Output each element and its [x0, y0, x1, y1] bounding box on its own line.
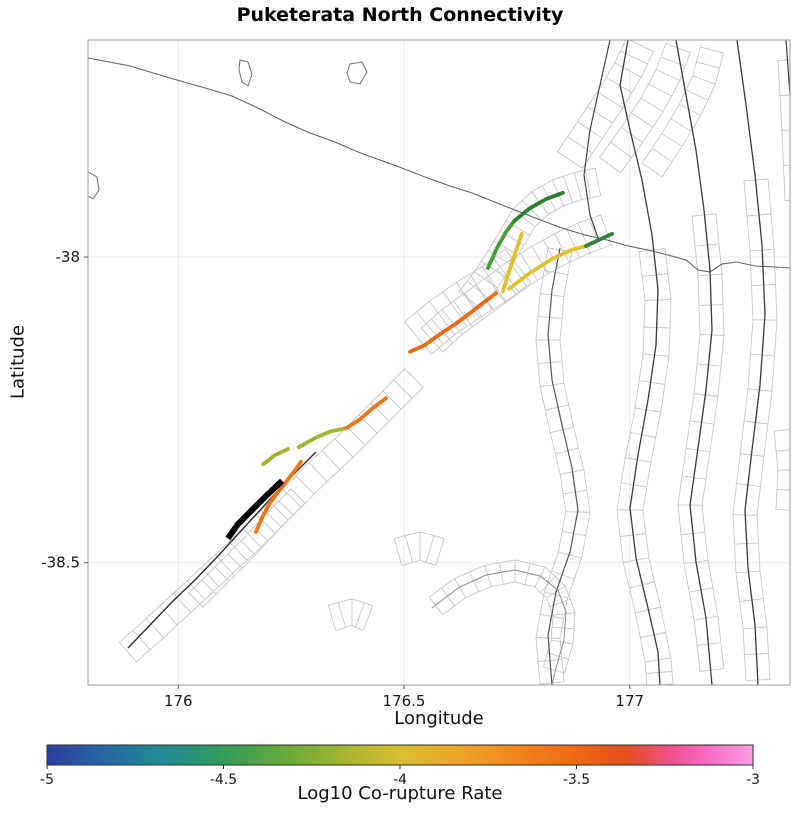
x-tick-label: 176.5 [383, 692, 426, 710]
segment-north-darkgreen [512, 190, 565, 223]
colorbar-tick-label: -3.5 [563, 772, 590, 788]
colorbar-tick-label: -4 [393, 772, 407, 788]
y-tick-label: -38.5 [41, 554, 80, 572]
axis-ticks: 176 176.5 177 -38 -38.5 [41, 248, 644, 710]
fault-trace [736, 40, 766, 685]
colorbar-tick-label: -5 [40, 772, 54, 788]
plot-frame [87, 39, 791, 686]
segment-central-orange [408, 291, 498, 354]
colorbar: -5 -4.5 -4 -3.5 -3 [40, 744, 760, 788]
x-tick-label: 176 [164, 692, 193, 710]
source-fault-puketerata-north [225, 478, 285, 541]
map-layers [88, 40, 790, 685]
x-axis-label: Longitude [394, 708, 484, 729]
patch-chain [598, 42, 691, 174]
fault-trace [583, 40, 611, 239]
patch-chain [393, 531, 445, 567]
fault-trace [785, 40, 790, 96]
segment-sw-yellowgreen [296, 426, 349, 450]
colorbar-gradient [46, 744, 754, 766]
segment-north-yellow-vertical [501, 231, 524, 294]
colorbar-label: Log10 Co-rupture Rate [297, 783, 503, 804]
patch-chain [188, 488, 306, 608]
fault-trace [431, 569, 567, 685]
patch-chain [327, 598, 374, 632]
segment-sw-orange-upper [344, 396, 388, 431]
y-axis-label: Latitude [7, 324, 29, 400]
patch-chain [428, 559, 576, 674]
island-outline [346, 61, 368, 85]
segment-north-yellow-diagonal [507, 244, 588, 291]
fault-trace [619, 40, 661, 685]
segment-northeast-green [584, 231, 614, 248]
patch-chain [118, 368, 424, 663]
patch-chain [773, 429, 790, 511]
segment-north-green [486, 219, 517, 270]
fault-trace [547, 247, 579, 685]
segment-sw-olive [261, 447, 290, 467]
plot-area [88, 40, 790, 685]
corupture-segments [254, 190, 614, 535]
y-tick-label: -38 [56, 248, 81, 266]
segment-sw-orange [254, 459, 303, 535]
island-outline [238, 59, 253, 87]
coastline [88, 57, 790, 273]
colorbar-tick-label: -4.5 [210, 772, 237, 788]
patch-chain [641, 46, 725, 178]
gridlines [88, 40, 790, 685]
island-outline [88, 171, 100, 200]
chart-title: Puketerata North Connectivity [236, 4, 564, 26]
x-tick-label: 177 [615, 692, 644, 710]
fault-trace [675, 40, 713, 685]
colorbar-tick-label: -3 [746, 772, 760, 788]
